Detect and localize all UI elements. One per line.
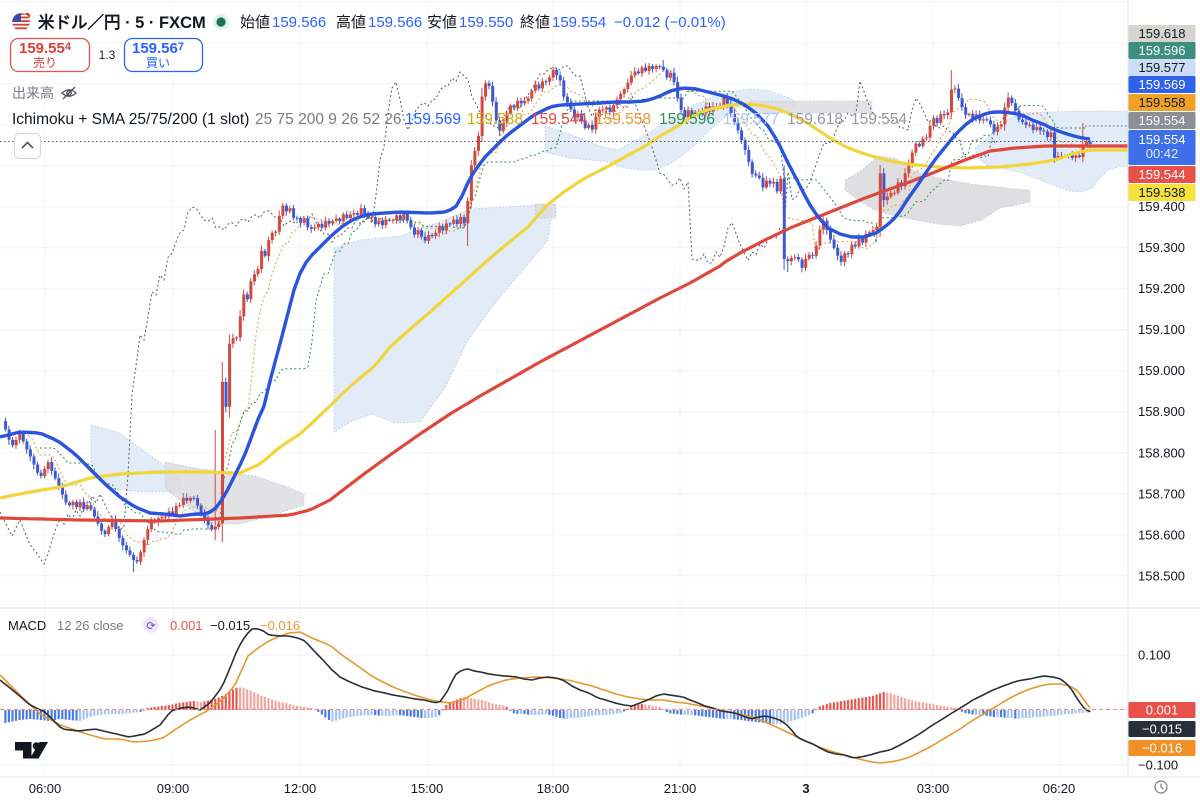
svg-text:0.001: 0.001 — [1146, 703, 1179, 718]
svg-text:−0.015: −0.015 — [1142, 722, 1182, 737]
svg-text:159.596: 159.596 — [1139, 43, 1186, 58]
svg-text:159.554: 159.554 — [19, 40, 72, 57]
svg-text:15:00: 15:00 — [411, 781, 444, 796]
svg-text:終値: 終値 — [520, 14, 550, 31]
svg-text:00:42: 00:42 — [1146, 146, 1179, 161]
svg-text:高値: 高値 — [336, 14, 366, 31]
svg-text:−0.016: −0.016 — [1142, 741, 1182, 756]
svg-text:⟳: ⟳ — [146, 621, 155, 633]
svg-text:159.544: 159.544 — [1139, 167, 1186, 182]
svg-text:MACD: MACD — [8, 618, 46, 633]
svg-text:159.577: 159.577 — [1139, 60, 1186, 75]
svg-text:159.558: 159.558 — [595, 111, 651, 128]
svg-text:159.618: 159.618 — [1139, 26, 1186, 41]
svg-text:159.566: 159.566 — [368, 14, 422, 31]
svg-text:米ドル／円 · 5 · FXCM: 米ドル／円 · 5 · FXCM — [38, 12, 206, 32]
svg-text:158.800: 158.800 — [1138, 445, 1185, 460]
svg-text:18:00: 18:00 — [537, 781, 570, 796]
svg-text:158.900: 158.900 — [1138, 404, 1185, 419]
svg-text:158.600: 158.600 — [1138, 527, 1185, 542]
svg-text:159.554: 159.554 — [1139, 132, 1186, 147]
svg-text:159.596: 159.596 — [659, 111, 715, 128]
svg-text:159.558: 159.558 — [1139, 95, 1186, 110]
svg-text:159.554: 159.554 — [552, 14, 606, 31]
svg-text:159.000: 159.000 — [1138, 363, 1185, 378]
svg-text:始値: 始値 — [240, 14, 270, 31]
svg-text:159.618: 159.618 — [787, 111, 843, 128]
svg-text:3: 3 — [802, 781, 809, 796]
svg-text:買い: 買い — [146, 56, 170, 70]
svg-text:09:00: 09:00 — [157, 781, 190, 796]
svg-text:159.544: 159.544 — [531, 111, 587, 128]
svg-text:159.400: 159.400 — [1138, 199, 1185, 214]
svg-text:0.100: 0.100 — [1138, 648, 1171, 663]
svg-text:06:00: 06:00 — [29, 781, 62, 796]
svg-text:安値: 安値 — [427, 14, 457, 31]
svg-text:159.550: 159.550 — [459, 14, 513, 31]
svg-text:12 26 close: 12 26 close — [57, 618, 124, 633]
svg-text:21:00: 21:00 — [664, 781, 697, 796]
svg-text:159.538: 159.538 — [1139, 185, 1186, 200]
svg-text:159.554: 159.554 — [851, 111, 907, 128]
svg-text:25 75 200 9 26 52 26: 25 75 200 9 26 52 26 — [255, 111, 402, 128]
svg-text:159.300: 159.300 — [1138, 240, 1185, 255]
svg-text:1.3: 1.3 — [99, 48, 116, 62]
svg-text:06:20: 06:20 — [1043, 781, 1076, 796]
svg-text:159.567: 159.567 — [132, 40, 184, 57]
svg-text:−0.015: −0.015 — [210, 618, 250, 633]
svg-text:159.554: 159.554 — [1139, 113, 1186, 128]
svg-text:159.569: 159.569 — [1139, 77, 1186, 92]
svg-text:159.569: 159.569 — [405, 111, 461, 128]
svg-text:158.500: 158.500 — [1138, 568, 1185, 583]
svg-text:売り: 売り — [33, 55, 57, 70]
svg-text:−0.012 (−0.01%): −0.012 (−0.01%) — [614, 14, 726, 31]
svg-text:159.200: 159.200 — [1138, 281, 1185, 296]
svg-text:12:00: 12:00 — [284, 781, 317, 796]
svg-text:出来高: 出来高 — [12, 85, 54, 101]
svg-text:Ichimoku + SMA 25/75/200 (1 sl: Ichimoku + SMA 25/75/200 (1 slot) — [12, 111, 249, 128]
svg-text:158.700: 158.700 — [1138, 486, 1185, 501]
svg-text:−0.100: −0.100 — [1138, 757, 1178, 772]
svg-text:03:00: 03:00 — [917, 781, 950, 796]
svg-text:159.566: 159.566 — [272, 14, 326, 31]
svg-text:159.100: 159.100 — [1138, 322, 1185, 337]
svg-text:0.001: 0.001 — [170, 618, 203, 633]
svg-text:159.538: 159.538 — [467, 111, 523, 128]
svg-text:159.577: 159.577 — [723, 111, 779, 128]
svg-text:−0.016: −0.016 — [260, 618, 300, 633]
